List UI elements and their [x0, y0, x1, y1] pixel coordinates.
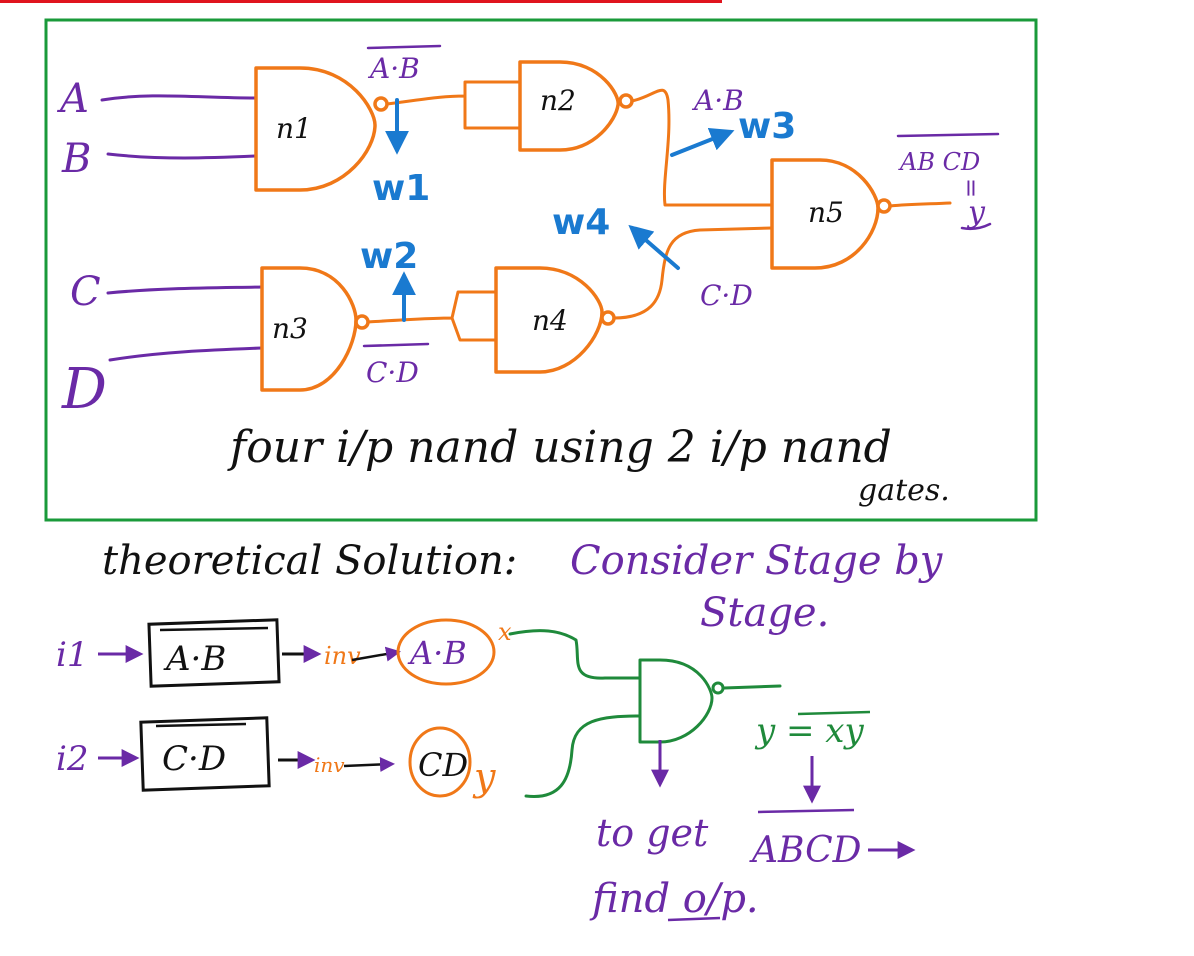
w4-label: w4 [552, 202, 610, 243]
row2-arrow3 [343, 757, 395, 772]
solution-method-line2: Stage. [700, 590, 829, 636]
wire-d [108, 346, 264, 362]
row2-inv-label: inv [314, 753, 345, 777]
gate-n1-bubble [373, 96, 389, 112]
gate-n1-body [254, 66, 377, 192]
gate-n3-bubble [354, 314, 370, 330]
n5-out-label: AB CD [898, 148, 980, 176]
diagram-frame [44, 18, 1038, 522]
n4-out-label: C·D [700, 279, 753, 312]
result-expression: ABCD [749, 830, 862, 871]
wire-n5-out [888, 201, 952, 208]
note-to-get: to get [596, 811, 709, 855]
result-overbar [757, 808, 855, 814]
w2-label: w2 [360, 236, 418, 277]
w4-arrow [628, 224, 680, 270]
row1-var: x [498, 618, 512, 646]
row2-var: y [472, 755, 496, 799]
row2-box [139, 716, 271, 792]
equals-sign: = [957, 178, 985, 198]
row2-boxed-expr: C·D [162, 739, 226, 779]
input-c-label: C [70, 269, 101, 315]
n1-overbar [366, 44, 442, 50]
wire-n2-to-n5 [630, 88, 774, 207]
input-b-label: B [61, 136, 91, 182]
solution-nand-bubble [711, 681, 725, 695]
solution-nand-out [722, 684, 782, 690]
gate-n3-label: n3 [272, 312, 308, 345]
wire-b [106, 152, 258, 160]
y-underline [960, 222, 992, 231]
gate-n2-label: n2 [540, 84, 576, 117]
input-a-label: A [56, 76, 89, 122]
row2-label: i2 [56, 739, 89, 779]
wire-c [106, 285, 264, 295]
solution-wire-y [524, 714, 642, 798]
solution-equation: y = xy [754, 711, 864, 751]
w3-label: w3 [738, 106, 796, 147]
row1-circle [396, 618, 496, 686]
gate-n5-label: n5 [808, 196, 844, 229]
n3-out-label: C·D [366, 356, 419, 389]
gate-n4-body [494, 266, 604, 374]
n5-overbar [896, 132, 1000, 138]
w1-label: w1 [372, 168, 430, 209]
row1-circled-expr: A·B [407, 634, 467, 672]
gate-n5-bubble [876, 198, 892, 214]
input-d-label: D [61, 357, 107, 422]
row1-boxed-expr: A·B [163, 639, 226, 679]
row2-circled-expr: CD [418, 746, 468, 784]
diagram-caption-line2: gates. [858, 473, 950, 508]
equation-overbar [797, 710, 871, 716]
n2-out-label: A·B [691, 84, 744, 117]
row1-arrow3 [351, 646, 401, 662]
row2-circle [408, 726, 472, 798]
diagram-caption-line1: four i/p nand using 2 i/p nand [227, 422, 892, 473]
row1-inv-label: inv [324, 642, 361, 670]
op-underline [667, 916, 721, 922]
n1-out-label: A·B [367, 52, 420, 85]
gate-n1-label: n1 [276, 112, 312, 145]
gate-n4-bubble [600, 310, 616, 326]
wire-a [100, 94, 258, 102]
solution-wire-x [508, 629, 642, 680]
wire-n3-to-n4 [366, 290, 498, 342]
wire-n4-to-n5 [612, 226, 774, 320]
row1-box [147, 618, 281, 688]
row1-box-overbar [159, 626, 269, 632]
gate-n4-label: n4 [532, 304, 568, 337]
note-find-op: find o/p. [589, 876, 759, 922]
w3-arrow [670, 127, 735, 157]
row1-label: i1 [56, 635, 89, 675]
gate-n2-body [518, 60, 620, 152]
row2-box-overbar [155, 722, 247, 728]
solution-method-line1: Consider Stage by [570, 538, 944, 584]
top-red-bar [0, 0, 722, 3]
gate-n2-bubble [618, 93, 634, 109]
n3-overbar [362, 342, 430, 348]
solution-heading: theoretical Solution: [102, 538, 517, 584]
solution-nand-body [638, 658, 714, 744]
output-y-label: y [966, 195, 986, 230]
wire-n1-to-n2 [385, 80, 522, 130]
